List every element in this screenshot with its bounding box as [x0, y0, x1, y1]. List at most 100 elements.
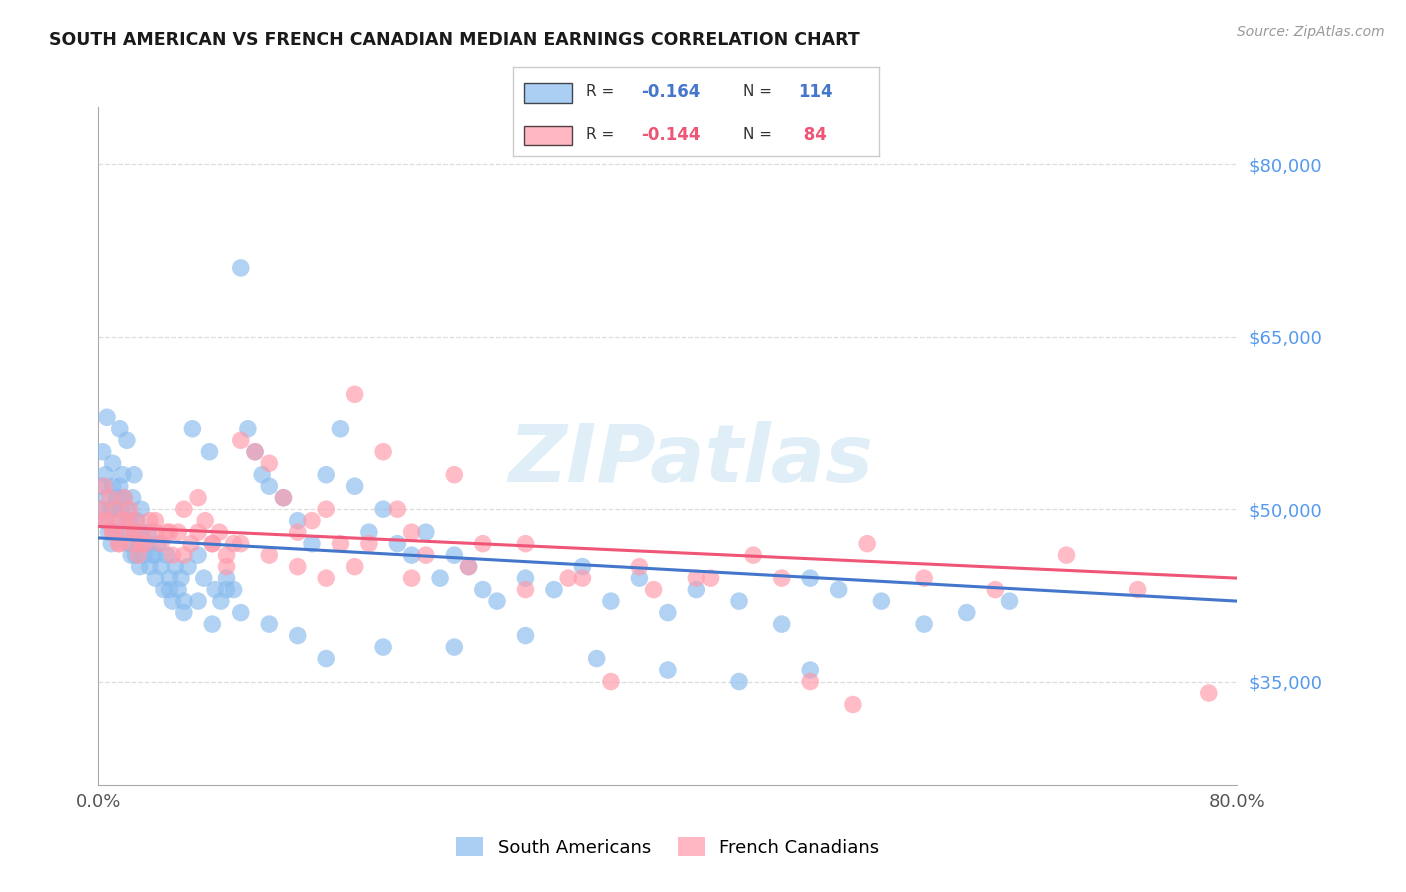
Point	[165, 559, 187, 574]
Point	[162, 548, 184, 562]
Text: N =: N =	[744, 128, 778, 142]
Point	[685, 582, 707, 597]
Text: N =: N =	[744, 85, 778, 99]
Point	[515, 536, 537, 550]
Point	[145, 514, 167, 528]
Point	[387, 536, 409, 550]
Point	[956, 606, 979, 620]
Point	[111, 467, 134, 482]
Point	[243, 444, 266, 458]
Point	[343, 559, 366, 574]
Point	[148, 536, 170, 550]
Point	[250, 467, 273, 482]
Point	[912, 571, 935, 585]
Point	[136, 525, 159, 540]
Point	[912, 617, 935, 632]
Point	[259, 548, 281, 562]
Point	[287, 629, 309, 643]
Point	[600, 674, 623, 689]
Point	[89, 502, 111, 516]
Point	[515, 582, 537, 597]
Point	[122, 525, 145, 540]
Point	[96, 514, 118, 528]
Point	[315, 651, 337, 665]
Point	[124, 514, 146, 528]
Point	[107, 536, 129, 550]
Text: Source: ZipAtlas.com: Source: ZipAtlas.com	[1237, 25, 1385, 39]
Point	[998, 594, 1021, 608]
Point	[728, 594, 751, 608]
Point	[273, 491, 295, 505]
Point	[315, 571, 337, 585]
Point	[159, 571, 181, 585]
Point	[259, 456, 281, 470]
Point	[209, 594, 232, 608]
Point	[90, 502, 112, 516]
Point	[842, 698, 865, 712]
Point	[115, 525, 138, 540]
Point	[401, 548, 423, 562]
Point	[118, 502, 141, 516]
Point	[198, 444, 221, 458]
Point	[457, 559, 479, 574]
Point	[201, 617, 224, 632]
Point	[415, 525, 437, 540]
Point	[145, 525, 167, 540]
Point	[799, 663, 821, 677]
Point	[118, 514, 141, 528]
Text: R =: R =	[586, 128, 620, 142]
Point	[112, 491, 135, 505]
Point	[98, 502, 121, 516]
Point	[628, 559, 651, 574]
Point	[208, 525, 231, 540]
Point	[120, 548, 142, 562]
Point	[343, 479, 366, 493]
FancyBboxPatch shape	[524, 126, 572, 145]
Point	[204, 582, 226, 597]
Point	[870, 594, 893, 608]
Point	[229, 434, 252, 448]
Point	[515, 571, 537, 585]
Point	[600, 594, 623, 608]
Point	[177, 559, 200, 574]
Point	[115, 434, 138, 448]
Point	[799, 674, 821, 689]
Point	[471, 582, 494, 597]
Point	[643, 582, 665, 597]
Point	[153, 582, 176, 597]
Point	[373, 444, 395, 458]
Point	[132, 548, 155, 562]
Point	[215, 559, 238, 574]
Point	[229, 536, 252, 550]
Point	[357, 525, 380, 540]
Point	[108, 479, 131, 493]
Point	[173, 502, 195, 516]
Point	[770, 571, 793, 585]
Point	[585, 651, 607, 665]
Point	[173, 594, 195, 608]
Point	[134, 536, 156, 550]
Point	[856, 536, 879, 550]
Point	[259, 479, 281, 493]
Point	[401, 525, 423, 540]
Point	[229, 606, 252, 620]
Point	[110, 514, 132, 528]
Point	[301, 536, 323, 550]
Point	[984, 582, 1007, 597]
Point	[162, 594, 184, 608]
Point	[90, 479, 112, 493]
Point	[259, 617, 281, 632]
Point	[415, 548, 437, 562]
Point	[193, 571, 215, 585]
Point	[1056, 548, 1078, 562]
Point	[105, 491, 128, 505]
Point	[150, 536, 173, 550]
Point	[122, 525, 145, 540]
Point	[215, 582, 238, 597]
Point	[117, 536, 139, 550]
Point	[287, 514, 309, 528]
Point	[543, 582, 565, 597]
Point	[101, 456, 124, 470]
Point	[124, 548, 146, 562]
Point	[657, 606, 679, 620]
